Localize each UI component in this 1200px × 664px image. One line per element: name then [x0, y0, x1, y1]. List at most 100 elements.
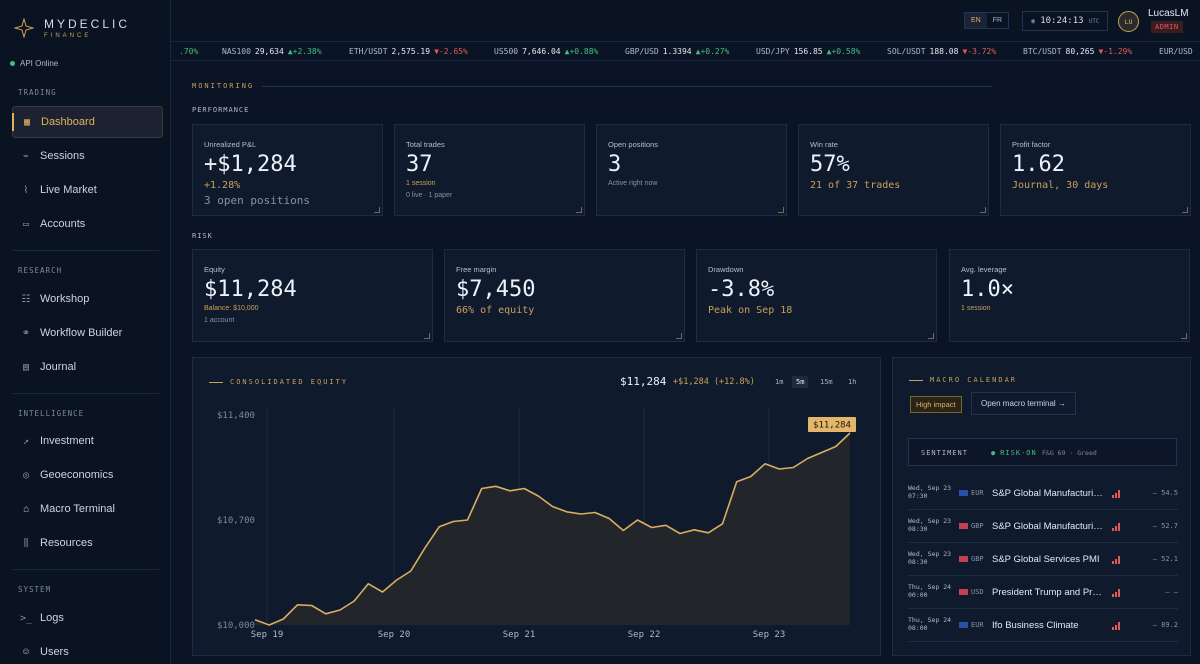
lang-fr-button[interactable]: FR [992, 17, 1003, 24]
sidebar-item-label: Geoeconomics [40, 469, 114, 481]
sidebar-item-geoeconomics[interactable]: ◎ Geoeconomics [12, 459, 163, 491]
sidebar: MYDECLIC FINANCE API Online TRADING ▦ Dash… [0, 0, 171, 664]
event-datetime: Wed, Sep 23 07:30 [908, 484, 951, 500]
antenna-icon: ⌁ [22, 150, 30, 162]
currency-code: GBP [971, 522, 984, 530]
kpi-sub1: Peak on Sep 18 [708, 305, 793, 316]
high-impact-filter[interactable]: High impact [910, 396, 962, 413]
sidebar-item-macro-terminal[interactable]: ⌂ Macro Terminal [12, 493, 163, 525]
ticker-price: 29,634 [254, 47, 284, 56]
kpi-sub2b: 1 account [204, 317, 235, 324]
kpi-label: Drawdown [708, 265, 744, 274]
kpi-card-open-positions: Open positions 3 Active right now [596, 124, 787, 216]
sidebar-item-investment[interactable]: ↗ Investment [12, 425, 163, 457]
currency-code: GBP [971, 555, 984, 563]
sidebar-item-label: Workshop [40, 293, 90, 305]
impact-bars-icon [1112, 523, 1122, 531]
sidebar-item-label: Dashboard [41, 116, 95, 128]
x-tick-label: Sep 21 [503, 630, 536, 640]
ticker-change: ▲+0.27% [695, 47, 730, 56]
y-tick-label: $10,700 [217, 516, 255, 526]
kpi-value: 37 [406, 152, 433, 177]
timeframe-15m-button[interactable]: 15m [820, 378, 833, 386]
kpi-value: 1.0× [961, 277, 1014, 302]
impact-bars-icon [1112, 589, 1122, 597]
event-currency: EUR [959, 489, 984, 497]
sidebar-item-live-market[interactable]: ⌇ Live Market [12, 174, 163, 206]
macro-event-row[interactable]: Thu, Sep 24 08:00 EUR Ifo Business Climate —… [908, 609, 1178, 642]
sidebar-item-label: Journal [40, 361, 77, 373]
sidebar-item-accounts[interactable]: ▭ Accounts [12, 208, 163, 240]
macro-event-row[interactable]: Wed, Sep 23 08:30 GBP S&P Global Manufactur… [908, 510, 1178, 543]
timeframe-5m-button[interactable]: 5m [792, 376, 809, 388]
ticker-item[interactable]: GBP/USD 1.3394 ▲+0.27% [625, 47, 729, 56]
ticker-price: 80,265 [1065, 47, 1095, 56]
user-name[interactable]: LucasLM [1148, 8, 1189, 19]
status-dot-icon [10, 61, 15, 66]
ticker-symbol: USD/JPY [756, 47, 790, 56]
avatar[interactable]: LU [1118, 11, 1139, 32]
event-time: 08:00 [908, 624, 928, 632]
kpi-value: 1.62 [1012, 152, 1065, 177]
terminal-icon: >_ [19, 612, 33, 624]
ticker-item[interactable]: EUR/USD [1159, 47, 1200, 56]
ticker-symbol: GBP/USD [625, 47, 659, 56]
ticker-item[interactable]: US500 7,646.04 ▲+0.88% [494, 47, 598, 56]
sidebar-item-dashboard[interactable]: ▦ Dashboard [12, 106, 163, 138]
sidebar-item-label: Macro Terminal [40, 503, 115, 515]
ticker-change: ▼-3.72% [962, 47, 997, 56]
sidebar-item-resources[interactable]: ⫼ Resources [12, 527, 163, 559]
ticker-item[interactable]: SOL/USDT 188.08 ▼-3.72% [887, 47, 996, 56]
timeframe-1m-button[interactable]: 1m [775, 378, 784, 386]
kpi-sub1: Journal, 30 days [1012, 180, 1109, 191]
ticker-item[interactable]: NAS100 29,634 ▲+2.38% [222, 47, 322, 56]
sidebar-item-workflow-builder[interactable]: ⚭ Workflow Builder [12, 317, 163, 349]
timeframe-1h-button[interactable]: 1h [848, 378, 857, 386]
open-macro-terminal-button[interactable]: Open macro terminal → [971, 392, 1076, 415]
sidebar-item-journal[interactable]: ▤ Journal [12, 351, 163, 383]
kpi-value: +$1,284 [204, 152, 297, 177]
kpi-card-avg-leverage: Avg. leverage 1.0× 1 session [949, 249, 1190, 342]
macro-panel: MACRO CALENDAR High impact Open macro te… [892, 357, 1191, 656]
sidebar-item-users[interactable]: ☺ Users [12, 636, 163, 664]
event-datetime: Wed, Sep 23 08:30 [908, 517, 951, 533]
macro-event-row[interactable]: Wed, Sep 23 07:30 EUR S&P Global Manufactur… [908, 477, 1178, 510]
flag-gb-icon [959, 523, 968, 529]
kpi-sub2a: Balance: $10,000 [204, 305, 259, 312]
ticker-symbol: SOL/USDT [887, 47, 926, 56]
event-date: Thu, Sep 24 [908, 583, 952, 591]
event-currency: GBP [959, 555, 984, 563]
ticker-item[interactable]: USD/JPY 156.85 ▲+0.58% [756, 47, 860, 56]
api-status: API Online [10, 59, 58, 68]
sidebar-divider [12, 569, 159, 570]
ticker-item[interactable]: ETH/USDT 2,575.19 ▼-2.65% [349, 47, 468, 56]
trend-up-icon: ↗ [22, 435, 30, 447]
equity-change: +$1,284 (+12.8%) [673, 377, 755, 387]
flag-us-icon [959, 589, 968, 595]
users-icon: ☺ [22, 646, 30, 658]
brand[interactable]: MYDECLIC FINANCE [14, 12, 130, 44]
ticker-item[interactable]: BTC/USDT 80,265 ▼-1.29% [1023, 47, 1132, 56]
macro-event-row[interactable]: Thu, Sep 24 00:00 USD President Trump and P… [908, 576, 1178, 609]
event-date: Thu, Sep 24 [908, 616, 952, 624]
event-currency: EUR [959, 621, 984, 629]
kpi-sub1: 21 of 37 trades [810, 180, 901, 191]
kpi-sub1: +1.28% [204, 180, 241, 191]
ticker-item[interactable]: .70% [171, 47, 198, 56]
sidebar-item-workshop[interactable]: ☷ Workshop [12, 283, 163, 315]
ticker-change: ▲+0.88% [564, 47, 599, 56]
event-previous: — — [1165, 588, 1178, 596]
event-time: 00:00 [908, 591, 928, 599]
kpi-label: Equity [204, 265, 225, 274]
sidebar-item-sessions[interactable]: ⌁ Sessions [12, 140, 163, 172]
last-value-badge-bg [808, 417, 856, 432]
lang-en-button[interactable]: EN [965, 13, 987, 28]
event-title: S&P Global Manufacturing PMI [992, 488, 1105, 499]
sidebar-item-logs[interactable]: >_ Logs [12, 602, 163, 634]
performance-title: PERFORMANCE [192, 106, 250, 114]
risk-title: RISK [192, 232, 213, 240]
macro-event-row[interactable]: Wed, Sep 23 08:30 GBP S&P Global Services P… [908, 543, 1178, 576]
kpi-sub2a: 1 session [961, 305, 991, 312]
kpi-sub3: 3 open positions [204, 194, 310, 207]
kpi-label: Profit factor [1012, 140, 1051, 149]
